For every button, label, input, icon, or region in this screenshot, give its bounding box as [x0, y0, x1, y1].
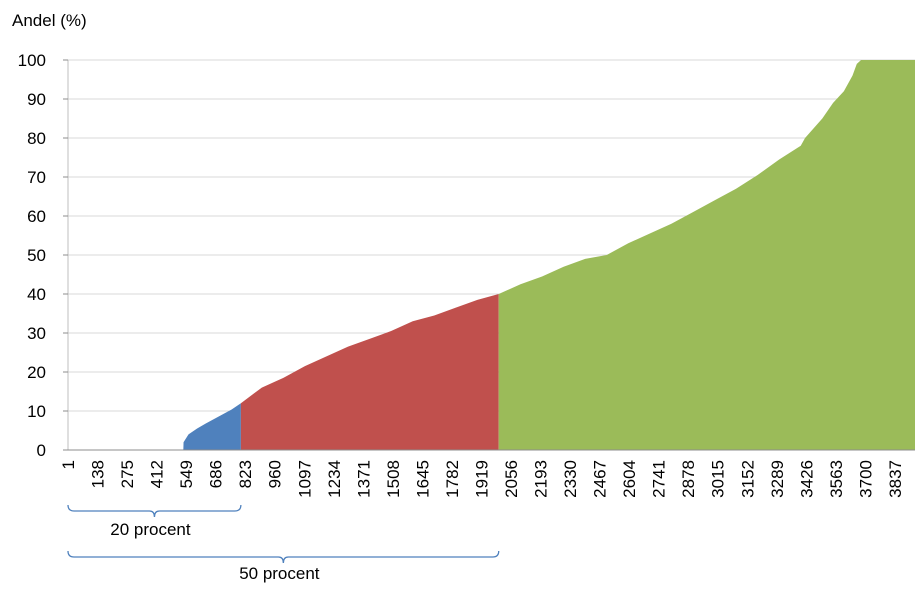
- y-tick-label-40: 40: [27, 285, 46, 304]
- x-tick-label-1645: 1645: [413, 460, 432, 498]
- x-tick-label-686: 686: [207, 460, 226, 488]
- y-tick-label-60: 60: [27, 207, 46, 226]
- x-tick-label-1371: 1371: [354, 460, 373, 498]
- x-tick-label-412: 412: [148, 460, 167, 488]
- x-tick-label-2604: 2604: [620, 460, 639, 498]
- x-tick-label-3563: 3563: [827, 460, 846, 498]
- annotation-braces: [67, 504, 500, 564]
- annotation-20-procent: 20 procent: [110, 520, 191, 539]
- x-tick-label-1508: 1508: [384, 460, 403, 498]
- y-tick-label-10: 10: [27, 402, 46, 421]
- x-tick-label-1782: 1782: [443, 460, 462, 498]
- y-tick-label-80: 80: [27, 129, 46, 148]
- axes: [63, 59, 915, 451]
- annotation-brace-1: [67, 550, 500, 564]
- series-areas: [68, 60, 915, 450]
- x-tick-label-2741: 2741: [650, 460, 669, 498]
- x-tick-label-1097: 1097: [295, 460, 314, 498]
- y-tick-label-0: 0: [37, 441, 46, 460]
- x-tick-label-2056: 2056: [502, 460, 521, 498]
- annotation-50-procent: 50 procent: [239, 564, 320, 583]
- y-tick-label-20: 20: [27, 363, 46, 382]
- x-tick-label-3426: 3426: [797, 460, 816, 498]
- x-tick-label-549: 549: [177, 460, 196, 488]
- x-tick-label-2878: 2878: [679, 460, 698, 498]
- x-tick-label-275: 275: [118, 460, 137, 488]
- x-tick-label-2193: 2193: [532, 460, 551, 498]
- x-tick-label-3152: 3152: [738, 460, 757, 498]
- annotation-brace-0: [67, 504, 242, 518]
- x-tick-label-3837: 3837: [886, 460, 905, 498]
- y-tick-labels: 0 10 20 30 40 50 60 70 80 90 100: [18, 51, 46, 460]
- x-tick-label-3289: 3289: [768, 460, 787, 498]
- x-tick-label-3700: 3700: [856, 460, 875, 498]
- series-area-0: [68, 403, 241, 450]
- x-tick-label-138: 138: [89, 460, 108, 488]
- y-tick-label-30: 30: [27, 324, 46, 343]
- x-tick-label-2467: 2467: [591, 460, 610, 498]
- series-area-2: [498, 60, 915, 450]
- x-tick-label-823: 823: [236, 460, 255, 488]
- y-tick-label-90: 90: [27, 90, 46, 109]
- x-tick-label-960: 960: [266, 460, 285, 488]
- x-tick-label-3015: 3015: [709, 460, 728, 498]
- y-axis-title: Andel (%): [12, 11, 87, 30]
- y-tick-label-50: 50: [27, 246, 46, 265]
- series-area-1: [240, 294, 499, 450]
- x-tick-labels: 1 138 275 412 549 686 823 960 1097 1234 1371 1508 16…: [59, 460, 905, 498]
- x-tick-label-1919: 1919: [472, 460, 491, 498]
- x-tick-label-2330: 2330: [561, 460, 580, 498]
- x-tick-label-1234: 1234: [325, 460, 344, 498]
- y-tick-label-100: 100: [18, 51, 46, 70]
- x-tick-label-1: 1: [59, 460, 78, 469]
- y-tick-label-70: 70: [27, 168, 46, 187]
